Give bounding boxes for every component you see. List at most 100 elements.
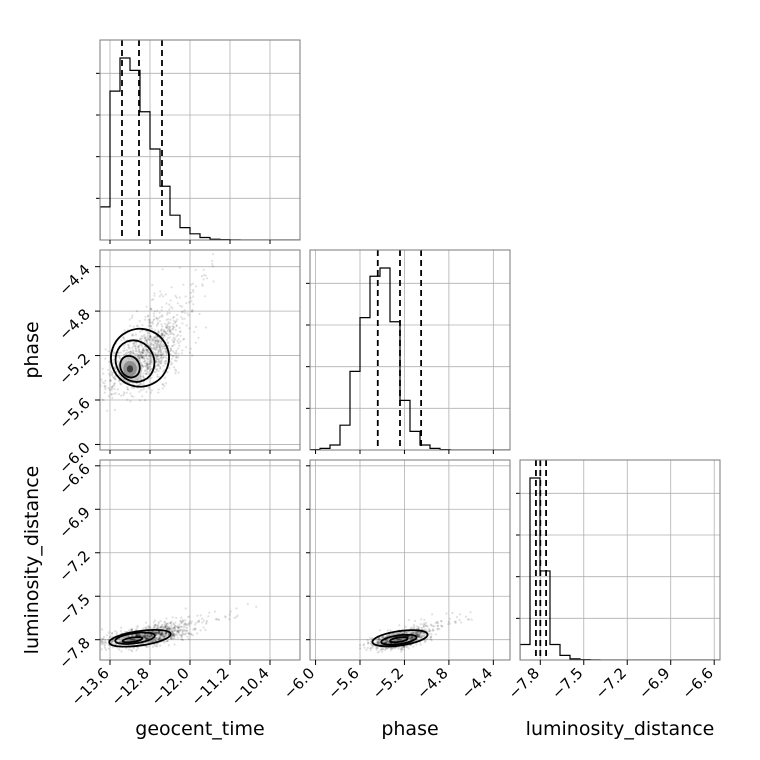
scatter-point	[142, 634, 146, 638]
scatter-point	[163, 334, 166, 337]
scatter-point	[152, 624, 155, 627]
scatter-point	[385, 634, 389, 638]
scatter-point	[184, 626, 187, 629]
scatter-point	[164, 330, 167, 333]
scatter-point	[145, 365, 148, 368]
scatter-point	[154, 631, 157, 634]
scatter-point	[155, 633, 159, 636]
scatter-point	[204, 274, 207, 277]
scatter-point	[115, 370, 118, 373]
scatter-point	[142, 627, 145, 630]
scatter-point	[157, 350, 160, 353]
scatter-point	[147, 343, 150, 346]
scatter-point	[410, 635, 413, 638]
scatter-point	[381, 648, 384, 651]
scatter-point	[155, 631, 158, 634]
x-tick-label: −10.4	[228, 664, 273, 709]
scatter-point	[155, 357, 158, 360]
scatter-point	[433, 625, 436, 628]
scatter-point	[377, 642, 380, 646]
scatter-point	[419, 623, 422, 626]
scatter-point	[135, 628, 138, 631]
scatter-point	[161, 633, 164, 636]
scatter-point	[130, 628, 133, 632]
scatter-point	[187, 314, 190, 317]
scatter-point	[177, 626, 181, 630]
scatter-point	[154, 625, 157, 629]
scatter-point	[145, 646, 148, 649]
scatter-point	[188, 615, 191, 618]
scatter-point	[151, 343, 155, 347]
scatter-point	[381, 636, 384, 639]
scatter-point	[404, 625, 407, 629]
scatter-point	[424, 628, 427, 631]
scatter-point	[104, 348, 107, 351]
scatter-point	[166, 628, 170, 631]
scatter-point	[455, 616, 459, 619]
scatter-point	[156, 346, 159, 349]
scatter-point	[359, 647, 362, 650]
scatter-point	[142, 335, 145, 338]
scatter-point	[177, 342, 180, 345]
scatter-point	[146, 365, 150, 368]
scatter-point	[160, 359, 163, 362]
scatter-point	[131, 351, 134, 354]
scatter-point	[101, 640, 104, 643]
scatter-point	[147, 337, 150, 340]
scatter-point	[107, 387, 110, 390]
scatter-point	[176, 631, 180, 634]
scatter-point	[109, 635, 112, 638]
scatter-point	[153, 619, 157, 622]
scatter-point	[137, 634, 140, 637]
scatter-point	[144, 337, 147, 340]
scatter-point	[164, 325, 167, 328]
scatter-point	[175, 335, 178, 338]
scatter-point	[142, 388, 145, 391]
scatter-point	[155, 324, 158, 327]
scatter-point	[147, 367, 150, 370]
scatter-point	[170, 637, 173, 640]
scatter-point	[156, 368, 159, 371]
scatter-point	[166, 640, 169, 643]
scatter-point	[169, 628, 172, 631]
scatter-point	[158, 630, 161, 633]
scatter-point	[156, 335, 159, 339]
scatter-point	[147, 354, 150, 358]
scatter-point	[387, 641, 390, 645]
scatter-point	[416, 632, 420, 635]
scatter-point	[381, 636, 384, 639]
scatter-point	[160, 632, 163, 635]
scatter-point	[149, 635, 152, 638]
scatter-point	[418, 636, 421, 639]
scatter-point	[137, 646, 140, 650]
scatter-point	[129, 350, 133, 353]
scatter-point	[132, 647, 135, 650]
x-tick-label: −12.8	[108, 664, 153, 709]
scatter-point	[386, 647, 389, 650]
scatter-point	[133, 634, 137, 637]
scatter-point	[161, 334, 164, 337]
scatter-point	[376, 640, 379, 643]
scatter-point	[431, 625, 434, 628]
scatter-point	[393, 632, 396, 635]
scatter-point	[160, 625, 163, 629]
scatter-point	[174, 627, 177, 630]
scatter-point	[95, 400, 97, 402]
scatter-point	[170, 331, 173, 334]
scatter-point	[180, 315, 183, 319]
scatter-point	[193, 623, 197, 626]
scatter-point	[202, 619, 205, 622]
scatter-point	[161, 383, 165, 386]
scatter-point	[139, 354, 143, 357]
scatter-point	[138, 344, 141, 347]
scatter-point	[141, 634, 144, 638]
scatter-point	[366, 646, 369, 650]
scatter-point	[174, 372, 177, 375]
scatter-point	[377, 641, 380, 644]
scatter-point	[192, 290, 195, 293]
scatter-point	[158, 295, 161, 298]
scatter-point	[148, 624, 151, 627]
scatter-point	[157, 631, 160, 634]
scatter-point	[158, 311, 161, 314]
scatter-point	[166, 628, 169, 631]
